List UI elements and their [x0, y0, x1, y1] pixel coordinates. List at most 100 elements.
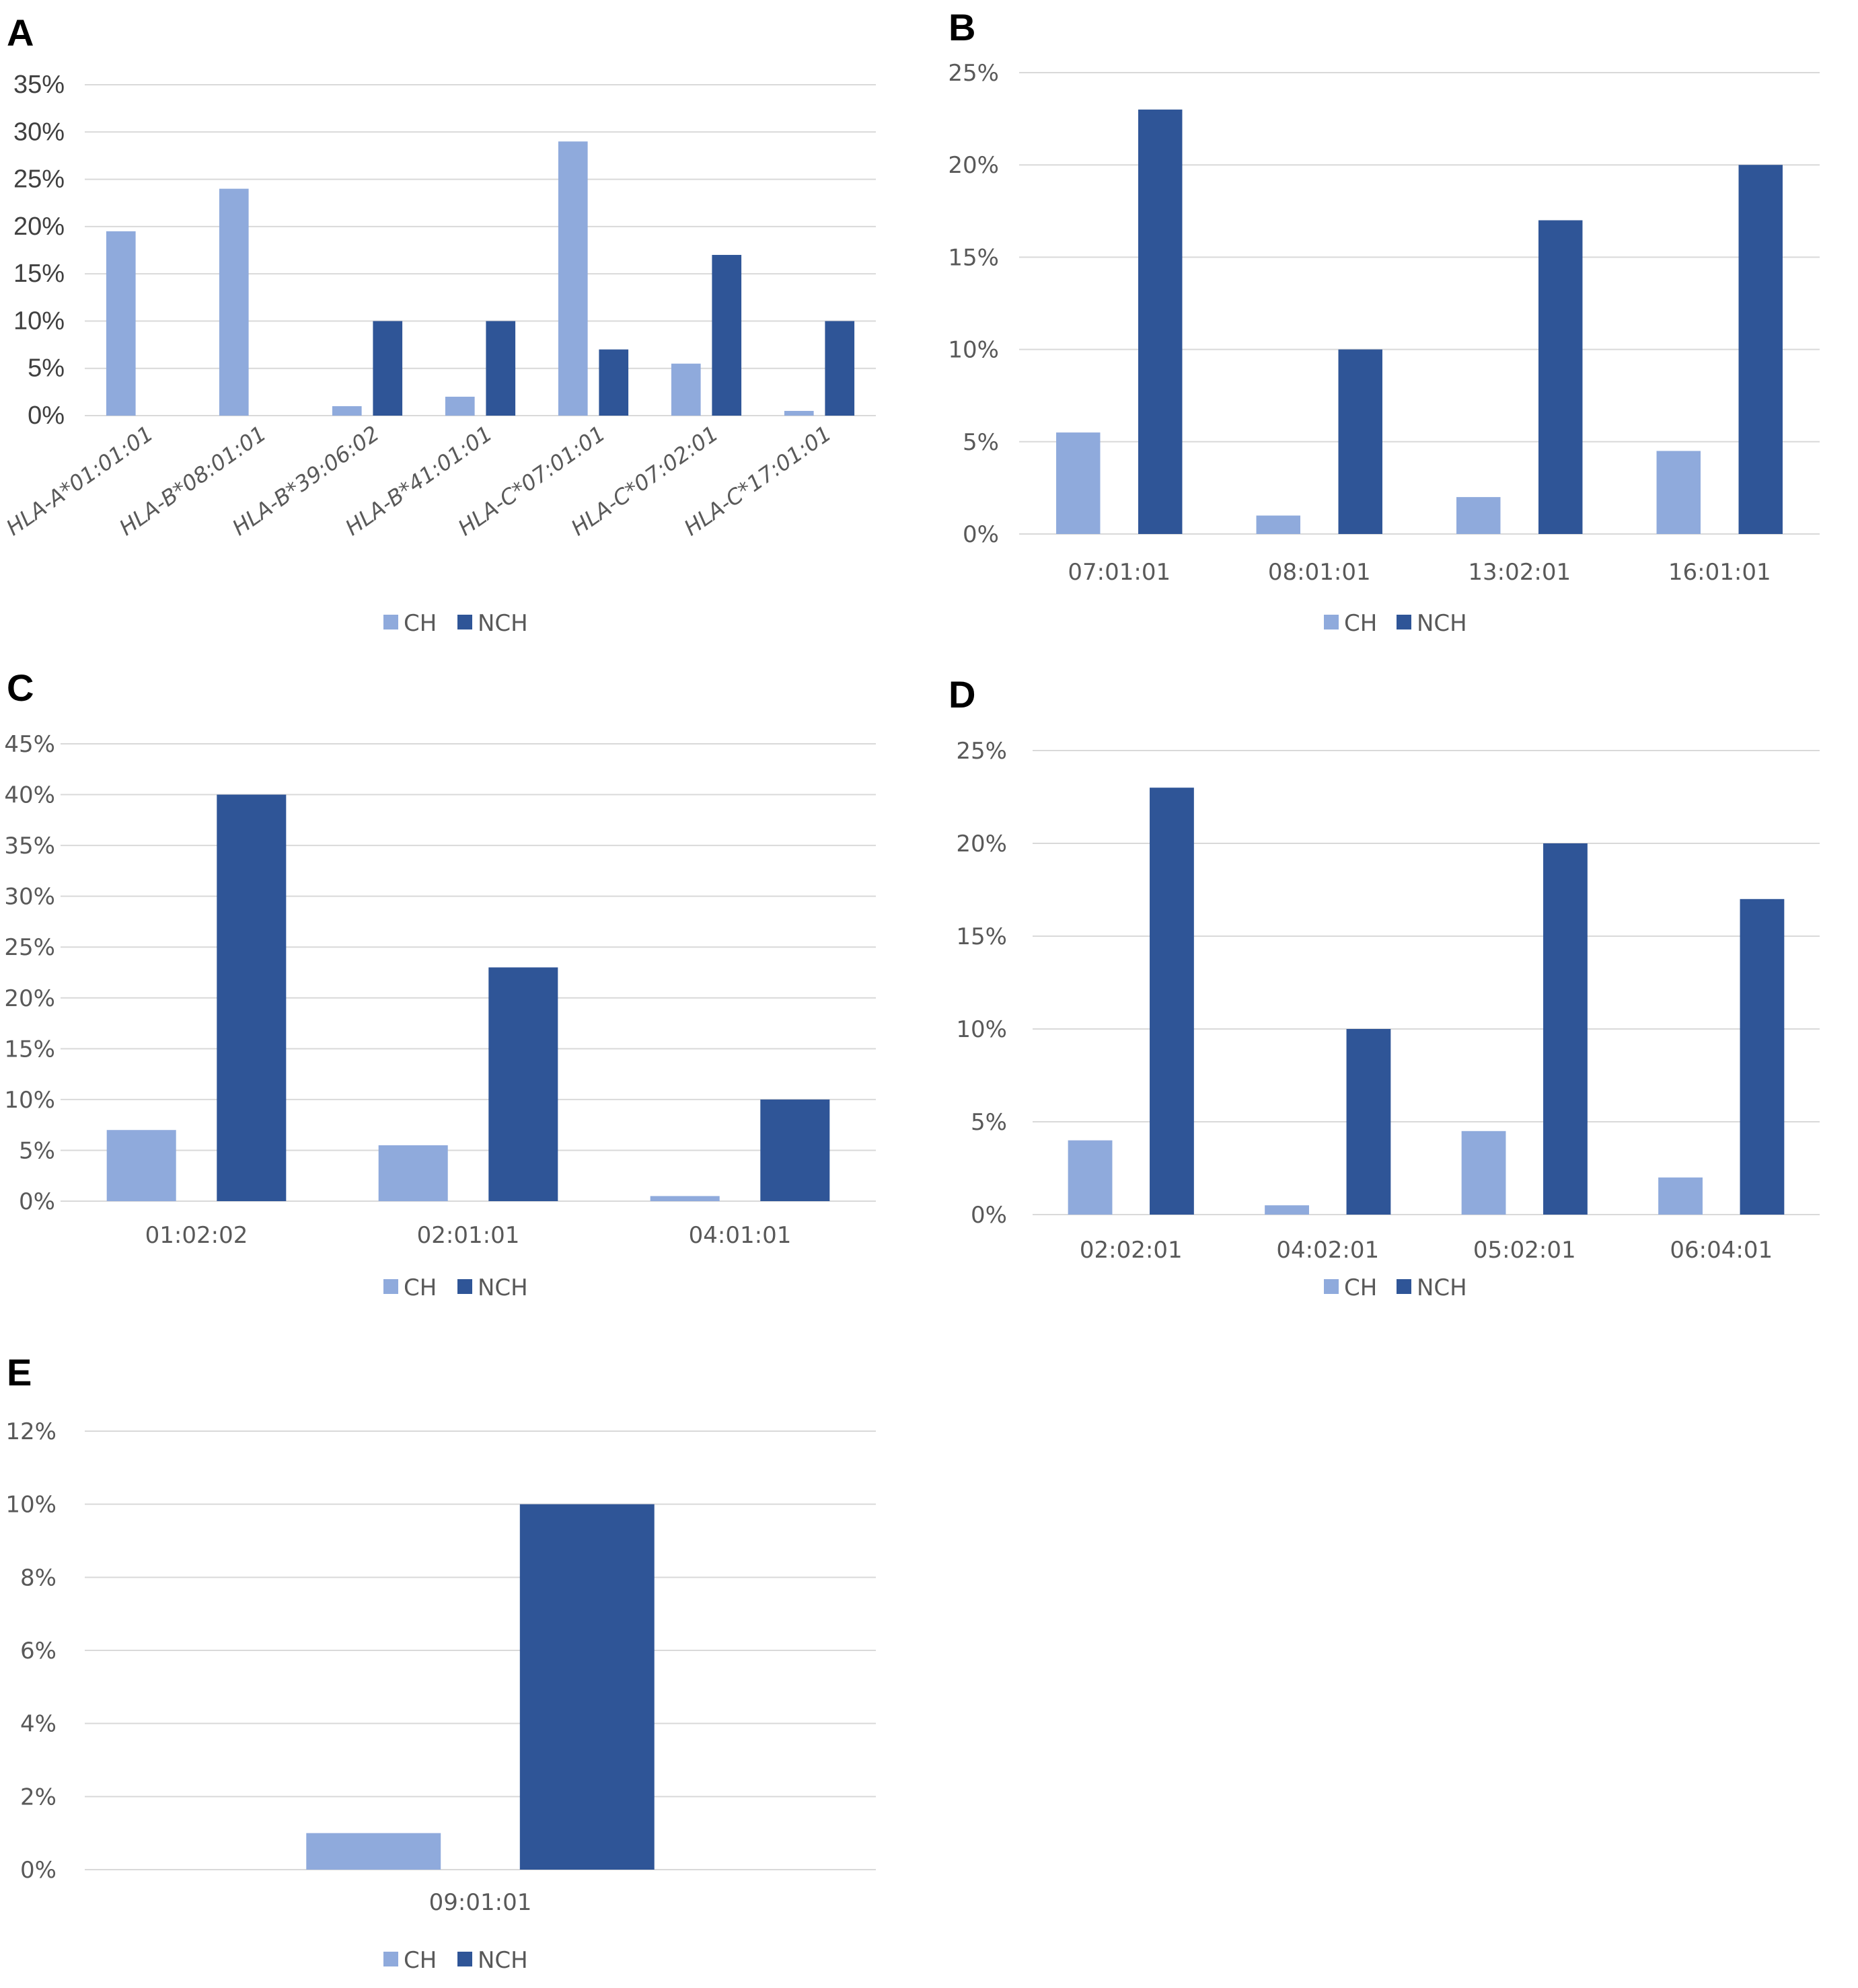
- chart-panel-e: E 0% 2% 4% 6% 8% 10% 12% 09:01:01 CH NCH: [5, 1351, 876, 1974]
- x-tick-label: 02:01:01: [417, 1222, 520, 1249]
- y-tick-label: 5%: [28, 354, 65, 383]
- y-tick-label: 25%: [956, 738, 1007, 765]
- x-tick-label: 08:01:01: [1268, 559, 1371, 586]
- x-tick-label: 09:01:01: [429, 1889, 532, 1916]
- bar-nch-06-04-01: [1740, 899, 1785, 1215]
- x-tick-label: 05:02:01: [1473, 1237, 1576, 1264]
- y-tick-label: 45%: [4, 731, 55, 758]
- bar-nch-02-02-01: [1150, 788, 1194, 1215]
- y-tick-label: 25%: [948, 60, 999, 87]
- legend-label-ch: CH: [404, 1274, 437, 1301]
- bar-ch-hla-c-07-02-01: [671, 363, 701, 416]
- bar-nch-04-01-01: [760, 1099, 830, 1201]
- y-tick-label: 10%: [13, 307, 65, 335]
- legend-swatch-ch: [383, 615, 398, 629]
- y-tick-label: 0%: [28, 402, 65, 430]
- y-tick-label: 25%: [13, 165, 65, 194]
- y-tick-label: 15%: [4, 1036, 55, 1063]
- bar-ch-hla-c-17-01-01: [784, 410, 814, 416]
- bar-ch-08-01-01: [1256, 515, 1300, 534]
- legend-label-ch: CH: [1344, 1274, 1377, 1301]
- panel-letter-b: B: [949, 6, 975, 48]
- y-tick-label: 2%: [20, 1784, 57, 1810]
- legend-swatch-nch: [1397, 615, 1411, 629]
- y-tick-label: 8%: [20, 1564, 57, 1591]
- x-tick-label: 06:04:01: [1670, 1237, 1773, 1264]
- x-tick-label: 16:01:01: [1668, 559, 1771, 586]
- y-tick-label: 15%: [948, 244, 999, 271]
- y-tick-label: 0%: [19, 1188, 55, 1215]
- legend-swatch-ch: [1324, 1279, 1339, 1294]
- bar-ch-04-01-01: [650, 1196, 720, 1201]
- y-tick-label: 30%: [13, 118, 65, 146]
- bar-nch-09-01-01: [519, 1504, 655, 1870]
- y-tick-label: 10%: [948, 337, 999, 364]
- y-tick-label: 15%: [956, 923, 1007, 950]
- panel-letter-d: D: [949, 673, 975, 716]
- legend-swatch-ch: [383, 1279, 398, 1294]
- legend-swatch-nch: [457, 1952, 472, 1966]
- legend-swatch-nch: [1397, 1279, 1411, 1294]
- bar-ch-09-01-01: [306, 1833, 441, 1870]
- y-tick-label: 4%: [20, 1711, 57, 1738]
- y-tick-label: 0%: [963, 521, 999, 548]
- bar-ch-hla-c-07-01-01: [558, 141, 588, 416]
- x-tick-label: 04:01:01: [689, 1222, 792, 1249]
- y-tick-label: 10%: [956, 1016, 1007, 1043]
- bar-ch-hla-b-39-06-02: [332, 406, 362, 416]
- bar-ch-02-02-01: [1068, 1140, 1113, 1215]
- bar-ch-13-02-01: [1456, 497, 1501, 534]
- bar-nch-02-01-01: [488, 967, 558, 1201]
- panel-letter-e: E: [7, 1351, 32, 1393]
- bar-nch-hla-c-17-01-01: [825, 321, 855, 416]
- bar-ch-05-02-01: [1461, 1131, 1506, 1215]
- y-tick-label: 6%: [20, 1638, 57, 1665]
- y-tick-label: 40%: [4, 782, 55, 809]
- bar-nch-13-02-01: [1538, 220, 1583, 534]
- y-tick-label: 5%: [971, 1109, 1007, 1136]
- legend-swatch-ch: [1324, 615, 1339, 629]
- y-tick-label: 20%: [948, 152, 999, 179]
- legend-label-ch: CH: [404, 610, 437, 637]
- bar-nch-04-02-01: [1346, 1029, 1391, 1215]
- y-tick-label: 15%: [13, 260, 65, 288]
- y-tick-label: 35%: [13, 71, 65, 99]
- bar-nch-05-02-01: [1543, 843, 1588, 1215]
- legend-swatch-ch: [383, 1952, 398, 1966]
- bar-nch-hla-b-39-06-02: [373, 321, 403, 416]
- bar-ch-02-01-01: [378, 1145, 448, 1201]
- y-tick-label: 25%: [4, 934, 55, 961]
- bar-nch-hla-c-07-02-01: [712, 255, 742, 416]
- bar-ch-hla-b-08-01-01: [219, 188, 249, 416]
- legend-label-ch: CH: [404, 1947, 437, 1974]
- y-tick-label: 30%: [4, 884, 55, 911]
- bar-ch-06-04-01: [1658, 1177, 1703, 1215]
- x-tick-label: 01:02:02: [145, 1222, 248, 1249]
- legend-swatch-nch: [457, 1279, 472, 1294]
- panel-letter-a: A: [7, 11, 34, 54]
- chart-panel-a: A0%5%10%15%20%25%30%35%HLA-A*01:01:01HLA…: [1, 11, 876, 637]
- bar-nch-08-01-01: [1338, 349, 1382, 534]
- legend-swatch-nch: [457, 615, 472, 629]
- bar-nch-hla-b-41-01-01: [486, 321, 516, 416]
- y-tick-label: 0%: [20, 1857, 57, 1884]
- legend-label-nch: NCH: [1417, 610, 1467, 637]
- y-tick-label: 10%: [5, 1492, 57, 1519]
- bar-nch-01-02-02: [217, 794, 287, 1201]
- panel-letter-c: C: [7, 666, 34, 709]
- y-tick-label: 5%: [19, 1137, 55, 1164]
- y-tick-label: 35%: [4, 833, 55, 859]
- chart-panel-c: C 0% 5% 10% 15% 20% 25% 30% 35% 40% 45% 01:02:02 02:…: [4, 666, 876, 1301]
- chart-panel-b: B 0% 5% 10% 15% 20% 25% 07:01:01 08:01:01 13:02:0…: [948, 6, 1820, 637]
- x-tick-label: 02:02:01: [1080, 1237, 1183, 1264]
- bar-ch-hla-b-41-01-01: [445, 396, 475, 416]
- legend-label-nch: NCH: [1417, 1274, 1467, 1301]
- y-tick-label: 10%: [4, 1087, 55, 1114]
- bar-ch-01-02-02: [106, 1130, 176, 1201]
- bar-ch-07-01-01: [1056, 432, 1101, 534]
- y-tick-label: 20%: [4, 985, 55, 1012]
- legend-label-nch: NCH: [478, 1947, 528, 1974]
- bar-ch-hla-a-01-01-01: [106, 231, 136, 416]
- legend-label-ch: CH: [1344, 610, 1377, 637]
